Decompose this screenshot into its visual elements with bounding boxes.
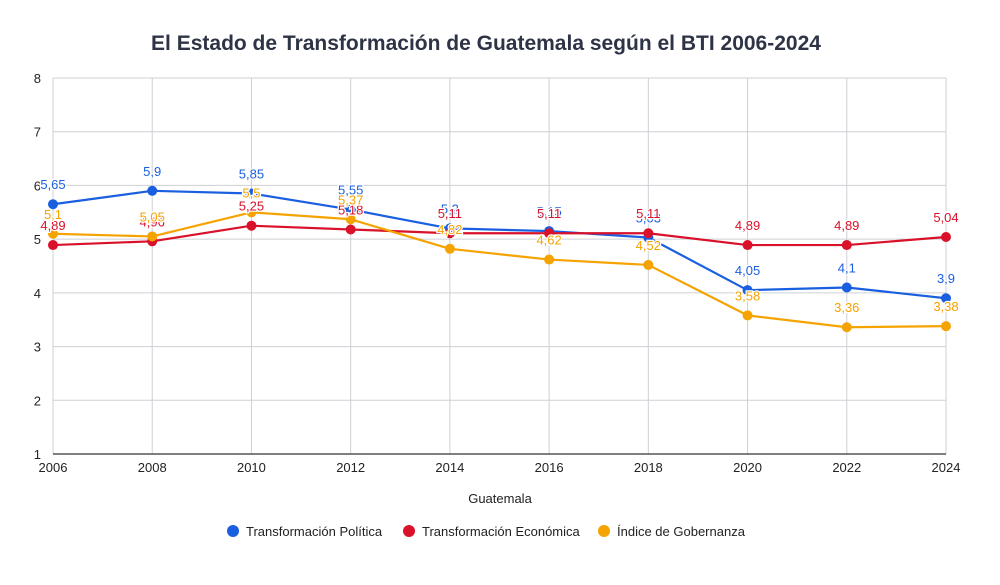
data-label: 4,62	[536, 233, 561, 248]
data-labels: 5,65 5,9 5,85 5,55 5,2 5,15 5,03 4,05 4,1 3,9 4,89…	[39, 163, 960, 317]
data-point	[147, 185, 158, 196]
x-tick-label: 2018	[634, 460, 663, 475]
data-label: 4,89	[834, 218, 859, 233]
data-point	[841, 322, 852, 333]
x-axis-title: Guatemala	[468, 491, 532, 506]
y-tick-label: 5	[34, 232, 41, 247]
legend-marker	[598, 525, 610, 537]
data-label: 4,89	[40, 218, 65, 233]
data-label: 4,82	[437, 222, 462, 237]
axes: 1 2 3 4 5 6 7 8 2006 2008 2010 2012 2014 2016 2018 2020…	[34, 71, 961, 475]
y-tick-label: 8	[34, 71, 41, 86]
data-label: 5,11	[438, 206, 462, 221]
data-label: 3,38	[933, 299, 958, 314]
x-tick-label: 2024	[932, 460, 961, 475]
data-point	[941, 231, 951, 242]
data-label: 5,11	[636, 206, 660, 221]
data-point	[147, 231, 158, 242]
data-label: 5,65	[40, 177, 65, 192]
data-label: 5,11	[537, 206, 561, 221]
data-point	[643, 228, 654, 239]
data-point	[544, 254, 555, 265]
data-point	[643, 259, 654, 270]
data-point	[841, 240, 852, 251]
data-label: 5,25	[239, 199, 264, 214]
x-tick-label: 2010	[237, 460, 266, 475]
data-label: 5,2	[441, 201, 459, 216]
x-tick-label: 2014	[435, 460, 464, 475]
data-label: 3,36	[834, 300, 859, 315]
x-tick-label: 2012	[336, 460, 365, 475]
data-label: 5,18	[338, 202, 363, 217]
data-label: 5,03	[636, 211, 661, 226]
data-point	[345, 214, 356, 225]
series-line-1	[52, 189, 947, 300]
x-tick-label: 2016	[535, 460, 564, 475]
data-label: 5,55	[338, 183, 363, 198]
data-label: 4,52	[636, 238, 661, 253]
data-point	[544, 228, 555, 239]
data-point	[742, 285, 753, 296]
data-label: 5,05	[140, 209, 165, 224]
data-point	[48, 199, 58, 210]
data-label: 5,15	[536, 204, 561, 219]
data-point	[246, 207, 257, 218]
data-point	[941, 321, 951, 332]
series-line-2	[52, 224, 947, 247]
legend-marker	[227, 525, 239, 537]
data-label: 3,58	[735, 288, 760, 303]
data-point	[841, 282, 852, 293]
data-label: 4,05	[735, 263, 760, 278]
chart-title: El Estado de Transformación de Guatemala…	[151, 32, 821, 55]
data-point	[246, 220, 257, 231]
data-label: 3,9	[937, 271, 955, 286]
data-label: 5,5	[242, 185, 260, 200]
y-tick-label: 2	[34, 393, 41, 408]
data-point	[48, 240, 58, 251]
data-label: 4,1	[838, 260, 856, 275]
data-label: 5,9	[143, 164, 161, 179]
y-tick-label: 6	[34, 178, 41, 193]
data-label: 5,85	[239, 166, 264, 181]
legend-marker	[403, 525, 415, 537]
legend-label: Índice de Gobernanza	[617, 524, 746, 539]
series-lines	[48, 185, 951, 333]
data-point	[444, 228, 455, 239]
y-tick-label: 1	[34, 447, 41, 462]
y-tick-label: 7	[34, 125, 41, 140]
data-point	[48, 228, 58, 239]
data-point	[742, 310, 753, 321]
data-label: 5,04	[933, 210, 958, 225]
legend-label: Transformación Económica	[422, 524, 581, 539]
legend: Transformación Política Transformación Ec…	[227, 524, 746, 539]
x-tick-label: 2020	[733, 460, 762, 475]
y-tick-label: 3	[34, 340, 41, 355]
gridlines	[52, 77, 947, 455]
data-label: 5,37	[338, 192, 363, 207]
x-tick-label: 2006	[39, 460, 68, 475]
x-tick-label: 2022	[832, 460, 861, 475]
data-point	[345, 224, 356, 235]
data-point	[345, 204, 356, 215]
data-point	[444, 243, 455, 254]
legend-label: Transformación Política	[246, 524, 383, 539]
data-label: 4,89	[735, 218, 760, 233]
data-label: 5,1	[44, 207, 62, 222]
series-line-3	[52, 211, 947, 329]
data-point	[941, 293, 951, 304]
data-point	[246, 188, 257, 199]
data-label: 4,96	[140, 214, 165, 229]
x-tick-label: 2008	[138, 460, 167, 475]
y-tick-label: 4	[34, 286, 41, 301]
data-point	[742, 240, 753, 251]
